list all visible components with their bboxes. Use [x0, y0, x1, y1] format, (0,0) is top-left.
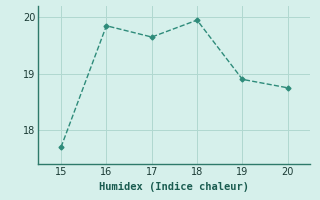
X-axis label: Humidex (Indice chaleur): Humidex (Indice chaleur)	[100, 182, 249, 192]
